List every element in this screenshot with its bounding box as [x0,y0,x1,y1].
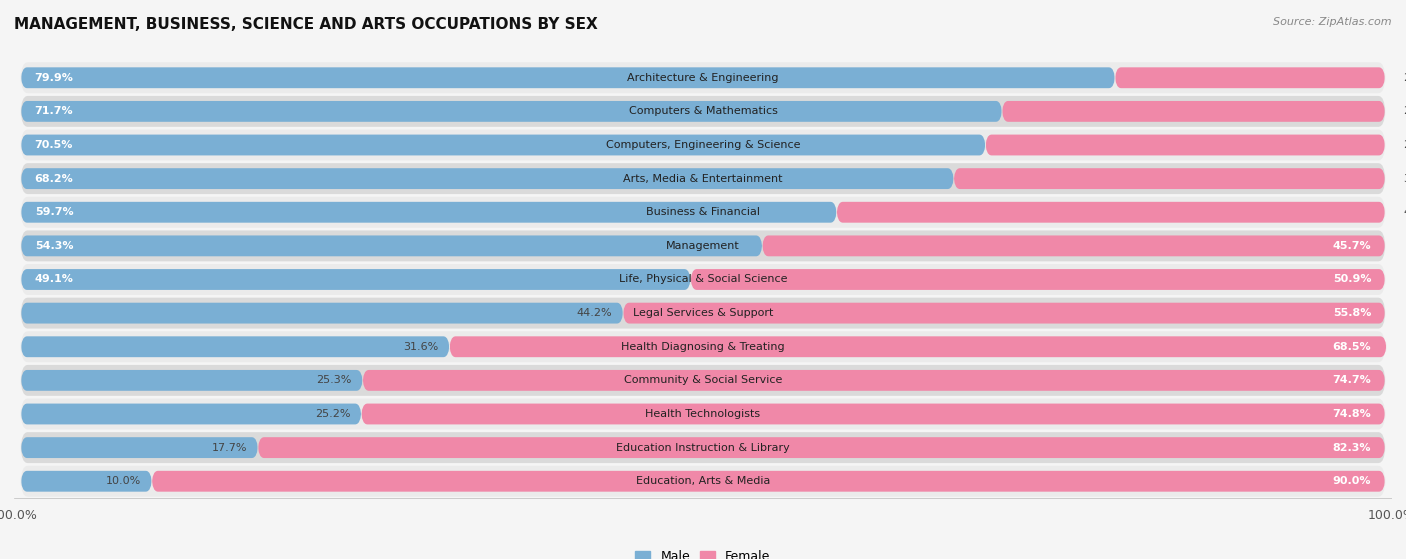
FancyBboxPatch shape [21,101,1002,122]
Text: 59.7%: 59.7% [35,207,73,217]
FancyBboxPatch shape [21,269,690,290]
Text: 82.3%: 82.3% [1333,443,1371,453]
Text: 50.9%: 50.9% [1333,274,1371,285]
FancyBboxPatch shape [21,202,837,222]
Text: Health Diagnosing & Treating: Health Diagnosing & Treating [621,342,785,352]
Text: 28.3%: 28.3% [1403,106,1406,116]
FancyBboxPatch shape [21,230,1385,262]
FancyBboxPatch shape [21,404,361,424]
FancyBboxPatch shape [21,466,1385,497]
Text: Health Technologists: Health Technologists [645,409,761,419]
Text: 54.3%: 54.3% [35,241,73,251]
FancyBboxPatch shape [21,235,762,256]
Text: Source: ZipAtlas.com: Source: ZipAtlas.com [1274,17,1392,27]
FancyBboxPatch shape [21,135,986,155]
FancyBboxPatch shape [21,197,1385,228]
Text: Business & Financial: Business & Financial [645,207,761,217]
Text: 25.3%: 25.3% [316,376,352,385]
Text: 45.7%: 45.7% [1333,241,1371,251]
FancyBboxPatch shape [21,337,450,357]
Text: 74.8%: 74.8% [1333,409,1371,419]
FancyBboxPatch shape [690,269,1385,290]
Text: 55.8%: 55.8% [1333,308,1371,318]
Text: 10.0%: 10.0% [105,476,141,486]
Text: Arts, Media & Entertainment: Arts, Media & Entertainment [623,174,783,183]
Text: 90.0%: 90.0% [1333,476,1371,486]
Text: 29.5%: 29.5% [1403,140,1406,150]
FancyBboxPatch shape [1115,67,1385,88]
FancyBboxPatch shape [21,67,1115,88]
Text: 68.2%: 68.2% [35,174,73,183]
FancyBboxPatch shape [257,437,1385,458]
Text: 17.7%: 17.7% [211,443,247,453]
Text: Community & Social Service: Community & Social Service [624,376,782,385]
FancyBboxPatch shape [986,135,1385,155]
FancyBboxPatch shape [21,370,363,391]
Text: 70.5%: 70.5% [35,140,73,150]
Text: Computers, Engineering & Science: Computers, Engineering & Science [606,140,800,150]
FancyBboxPatch shape [21,96,1385,127]
Text: 31.8%: 31.8% [1403,174,1406,183]
Text: Architecture & Engineering: Architecture & Engineering [627,73,779,83]
Text: Education Instruction & Library: Education Instruction & Library [616,443,790,453]
FancyBboxPatch shape [21,437,257,458]
FancyBboxPatch shape [21,303,623,324]
FancyBboxPatch shape [762,235,1385,256]
FancyBboxPatch shape [450,337,1386,357]
FancyBboxPatch shape [21,432,1385,463]
Legend: Male, Female: Male, Female [630,546,776,559]
FancyBboxPatch shape [21,130,1385,160]
Text: Education, Arts & Media: Education, Arts & Media [636,476,770,486]
FancyBboxPatch shape [21,163,1385,194]
FancyBboxPatch shape [21,365,1385,396]
Text: MANAGEMENT, BUSINESS, SCIENCE AND ARTS OCCUPATIONS BY SEX: MANAGEMENT, BUSINESS, SCIENCE AND ARTS O… [14,17,598,32]
Text: Computers & Mathematics: Computers & Mathematics [628,106,778,116]
Text: Management: Management [666,241,740,251]
FancyBboxPatch shape [1002,101,1385,122]
Text: 68.5%: 68.5% [1333,342,1371,352]
FancyBboxPatch shape [21,264,1385,295]
FancyBboxPatch shape [21,62,1385,93]
Text: 79.9%: 79.9% [35,73,73,83]
FancyBboxPatch shape [363,370,1385,391]
Text: 49.1%: 49.1% [35,274,73,285]
Text: 71.7%: 71.7% [35,106,73,116]
Text: Legal Services & Support: Legal Services & Support [633,308,773,318]
FancyBboxPatch shape [21,471,152,492]
Text: 40.3%: 40.3% [1403,207,1406,217]
FancyBboxPatch shape [361,404,1385,424]
Text: 25.2%: 25.2% [315,409,350,419]
Text: 20.1%: 20.1% [1403,73,1406,83]
FancyBboxPatch shape [21,399,1385,429]
Text: 44.2%: 44.2% [576,308,612,318]
FancyBboxPatch shape [623,303,1385,324]
Text: 74.7%: 74.7% [1333,376,1371,385]
FancyBboxPatch shape [953,168,1385,189]
Text: Life, Physical & Social Science: Life, Physical & Social Science [619,274,787,285]
FancyBboxPatch shape [152,471,1385,492]
FancyBboxPatch shape [21,168,953,189]
FancyBboxPatch shape [21,331,1385,362]
Text: 31.6%: 31.6% [404,342,439,352]
FancyBboxPatch shape [21,297,1385,329]
FancyBboxPatch shape [837,202,1385,222]
